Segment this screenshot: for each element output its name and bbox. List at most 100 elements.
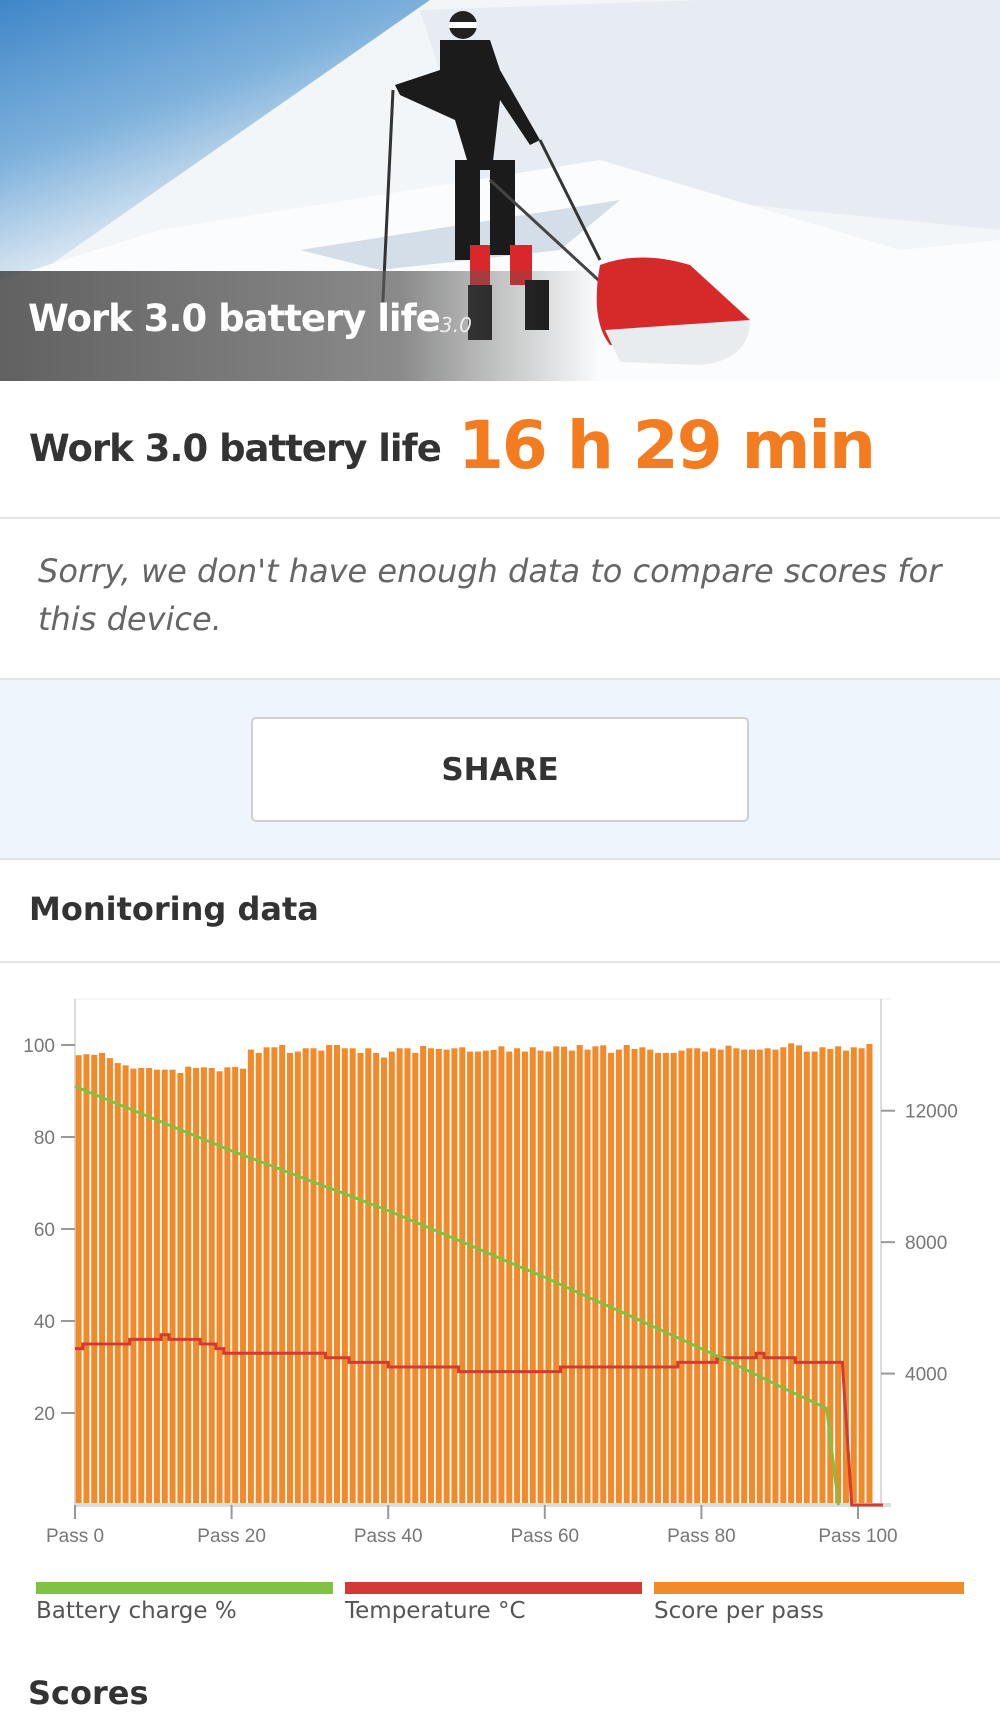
- score-value: 16 h 29 min: [458, 407, 876, 484]
- score-bar: [780, 1047, 787, 1505]
- score-bar: [756, 1049, 763, 1505]
- score-bar: [380, 1057, 387, 1505]
- score-bar: [702, 1051, 709, 1505]
- score-bar: [200, 1067, 207, 1505]
- legend-label-temperature: Temperature °C: [345, 1598, 526, 1624]
- right-tick-label: 12000: [905, 1102, 958, 1123]
- score-bar: [302, 1048, 309, 1505]
- score-bar: [537, 1050, 544, 1505]
- score-bar: [91, 1054, 98, 1505]
- score-bar: [788, 1043, 795, 1505]
- score-bar: [443, 1049, 450, 1505]
- share-section: SHARE: [0, 680, 1000, 858]
- score-bar: [600, 1045, 607, 1505]
- score-bar: [169, 1069, 176, 1505]
- score-bar: [647, 1049, 654, 1505]
- score-bar: [232, 1067, 239, 1505]
- hero-banner: Work 3.0 battery life 3.0: [0, 0, 1000, 381]
- score-bar: [427, 1048, 434, 1505]
- score-bar: [655, 1052, 662, 1505]
- score-bar: [748, 1049, 756, 1505]
- score-bar: [310, 1048, 317, 1505]
- hero-title: Work 3.0 battery life: [28, 297, 441, 340]
- right-tick-label: 4000: [905, 1365, 947, 1386]
- monitoring-card: Monitoring data: [0, 858, 1000, 1729]
- score-bar: [694, 1048, 701, 1505]
- score-bar: [474, 1051, 481, 1505]
- x-tick-label: Pass 20: [197, 1526, 266, 1547]
- score-bar: [412, 1052, 419, 1505]
- score-bar: [373, 1052, 380, 1505]
- score-bar: [858, 1048, 865, 1505]
- score-bar: [827, 1048, 834, 1505]
- score-bar: [717, 1049, 724, 1505]
- score-bar: [592, 1046, 599, 1505]
- score-bar: [811, 1051, 818, 1505]
- score-bar: [106, 1058, 113, 1505]
- scores-title: Scores: [28, 1674, 149, 1712]
- score-bar: [255, 1052, 262, 1505]
- score-bar: [365, 1048, 372, 1505]
- score-bar: [490, 1049, 497, 1505]
- legend-label-battery: Battery charge %: [36, 1598, 237, 1624]
- score-bar: [294, 1051, 301, 1505]
- score-bar: [420, 1045, 427, 1505]
- score-bar: [185, 1066, 192, 1505]
- share-button[interactable]: SHARE: [251, 717, 749, 822]
- score-bar: [521, 1051, 528, 1505]
- score-bar: [568, 1050, 575, 1505]
- score-bar: [114, 1063, 121, 1505]
- score-bar: [224, 1067, 231, 1505]
- score-bar: [263, 1047, 270, 1505]
- score-bar: [247, 1049, 254, 1505]
- left-tick-label: 80: [34, 1128, 55, 1149]
- left-tick-label: 40: [34, 1312, 55, 1333]
- score-bar: [122, 1065, 129, 1505]
- score-bar: [764, 1048, 771, 1505]
- score-card: Work 3.0 battery life 16 h 29 min: [0, 381, 1000, 519]
- score-bar: [388, 1051, 395, 1505]
- score-bar: [615, 1049, 622, 1505]
- score-bar: [842, 1050, 849, 1505]
- score-bar: [482, 1050, 489, 1505]
- score-bar: [435, 1048, 442, 1505]
- legend-swatch-score: [654, 1582, 964, 1594]
- battery-line: [74, 1085, 840, 1506]
- hero-overlay: [0, 271, 1000, 381]
- score-bar: [193, 1068, 200, 1505]
- left-tick-label: 60: [34, 1220, 55, 1241]
- score-bar: [584, 1049, 591, 1505]
- left-tick-label: 100: [23, 1036, 55, 1057]
- score-bar: [631, 1048, 638, 1505]
- score-bar: [639, 1047, 646, 1505]
- score-bar: [506, 1051, 513, 1505]
- hero-version: 3.0: [440, 313, 472, 337]
- score-bar: [795, 1045, 802, 1505]
- score-bar: [177, 1072, 184, 1505]
- right-tick-label: 8000: [905, 1233, 947, 1254]
- score-bar: [686, 1048, 693, 1505]
- score-bar: [138, 1068, 145, 1505]
- score-bar: [819, 1047, 826, 1505]
- score-bar: [514, 1048, 521, 1505]
- score-bar: [271, 1047, 278, 1505]
- score-bar: [772, 1049, 779, 1505]
- score-bar: [498, 1046, 505, 1505]
- score-bar: [678, 1050, 685, 1505]
- score-bar: [670, 1052, 677, 1505]
- score-bar: [279, 1045, 286, 1505]
- score-bar: [404, 1048, 411, 1505]
- x-tick-label: Pass 100: [818, 1526, 897, 1547]
- score-bar: [240, 1068, 247, 1505]
- x-tick-label: Pass 40: [354, 1526, 423, 1547]
- left-tick-label: 20: [34, 1404, 55, 1425]
- score-bar: [529, 1047, 536, 1505]
- score-bar: [153, 1069, 160, 1505]
- score-bar: [467, 1051, 474, 1505]
- score-bar: [146, 1068, 153, 1505]
- score-bar: [341, 1048, 348, 1505]
- score-bar: [130, 1068, 137, 1505]
- score-bar: [733, 1048, 740, 1505]
- score-bar: [576, 1045, 583, 1505]
